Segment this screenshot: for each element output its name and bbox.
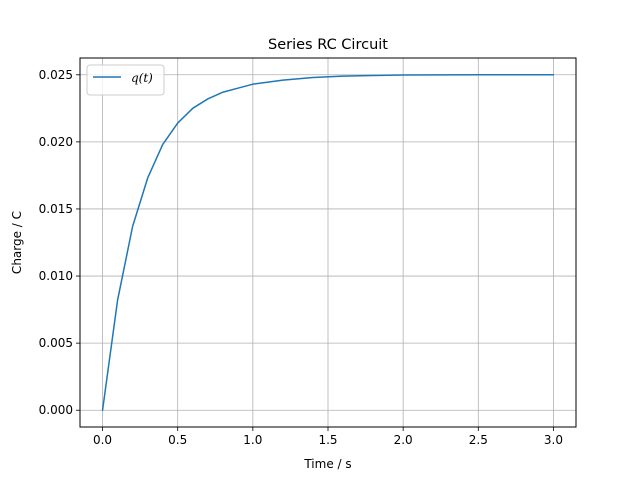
y-tick-label: 0.000: [39, 403, 73, 417]
x-tick-label: 1.5: [318, 433, 337, 447]
legend-box: [86, 64, 165, 96]
legend-entry-label: q(t): [131, 71, 153, 85]
ticks: 0.0 0.5 1.0 1.5 2.0 2.5 3.0 0.000 0.005 0.010 0.01…: [39, 68, 563, 447]
x-tick-label: 0.0: [93, 433, 112, 447]
legend: q(t): [86, 64, 165, 96]
x-tick-label: 1.0: [243, 433, 262, 447]
y-tick-label: 0.020: [39, 135, 73, 149]
y-tick-label: 0.005: [39, 336, 73, 350]
y-tick-label: 0.015: [39, 202, 73, 216]
x-tick-label: 2.0: [394, 433, 413, 447]
series-layer: [101, 74, 555, 411]
x-axis-label: Time / s: [303, 457, 351, 471]
chart-title: Series RC Circuit: [268, 37, 388, 53]
y-tick-label: 0.025: [39, 68, 73, 82]
y-axis-label: Charge / C: [10, 211, 24, 274]
y-tick-label: 0.010: [39, 269, 73, 283]
series-line-q: [101, 74, 555, 411]
x-tick-label: 3.0: [544, 433, 563, 447]
x-tick-label: 0.5: [168, 433, 187, 447]
x-tick-label: 2.5: [469, 433, 488, 447]
